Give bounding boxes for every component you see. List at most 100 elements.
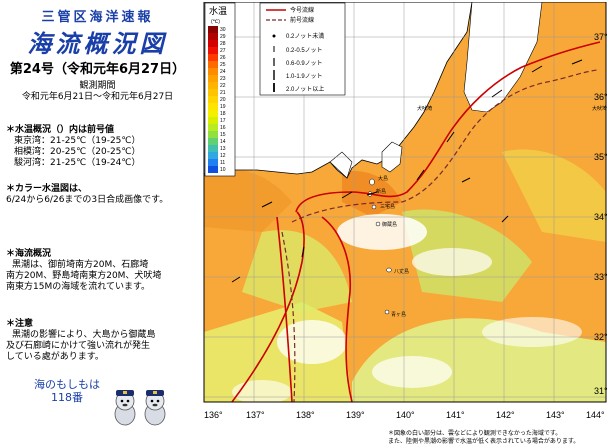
colorbar-swatch [208,47,218,54]
land-northeast [463,2,543,113]
colorbar-tick-label: 22 [220,83,226,89]
caution-line-1: 黒潮の影響により、大島から御蔵島 [12,330,156,340]
legend-item-0: 0.2ノット未満 [286,32,324,40]
colorbar-tick-label: 30 [220,27,226,33]
colorbar-tick-label: 23 [220,76,226,82]
colorbar-tick-label: 27 [220,48,226,54]
temp-line-sagami: 相模湾：20-25℃（20-25℃） [14,147,141,157]
cloud-patch-6 [232,380,292,402]
island-hachijo [386,267,392,273]
sst-note-line2: 6/24から6/26までの3日合成画像です。 [6,195,169,205]
colorbar-tick-label: 13 [220,146,226,152]
caution-line-2: 及び石廊崎にかけて強い流れが発生 [6,341,151,351]
colorbar-tick-label: 16 [220,125,226,131]
colorbar-title: 水温 [209,5,227,16]
lat-label-31: 31° [594,386,608,396]
colorbar-swatch [208,103,218,110]
place-label-mikurajima: 御蔵島 [382,221,397,228]
current-line-2: 南方20M、野島埼南東方20M、犬吠埼 [6,271,162,281]
colorbar-tick-label: 21 [220,90,226,96]
slogan: 海のもしもは 118番 [34,378,100,404]
colorbar-tick-label: 15 [220,132,226,138]
colorbar-tick-label: 19 [220,104,226,110]
colorbar-swatch [208,61,218,68]
map-frame [203,2,607,403]
colorbar-tick-label: 24 [220,69,226,75]
slogan-line2: 118番 [51,391,83,404]
colorbar-swatch [208,75,218,82]
colorbar-unit: (℃) [211,19,220,25]
lon-label-137: 137° [246,410,265,420]
island-oshima [369,178,375,186]
slogan-line1: 海のもしもは [34,378,100,391]
caution-line-3: している處があります。 [6,352,104,362]
lat-label-36: 36° [594,92,608,102]
colorbar-swatch [208,26,218,33]
map-footnote: ＊図象の白い部分は、雲などにより観測できなかった海域です。 また、陸側や黒潮の影… [388,430,579,446]
legend-item-3: 1.0-1.9ノット [286,74,323,80]
temperature-colorbar: 水温 (℃) 302928272625242322212019181716151… [204,2,236,177]
colorbar-swatch [208,152,218,159]
place-label-aogashima: 青ヶ島 [391,311,406,318]
colorbar-tick-label: 17 [220,118,226,124]
current-line-3: 南東方15Mの海域を流れています。 [6,282,151,292]
colorbar-swatch [208,159,218,166]
legend-item-1: 0.2-0.5ノット [286,48,323,54]
place-label-miyakejima: 三宅島 [380,203,395,210]
mascot-right-icon [144,390,166,426]
place-label-east: 大吠埼 [592,105,607,112]
caution-title: ＊注意 [6,319,34,329]
colorbar-tick-label: 25 [220,62,226,68]
colorbar-swatch [208,68,218,75]
caution: ＊注意 黒潮の影響により、大島から御蔵島 及び石廊崎にかけて強い流れが発生 して… [6,319,155,363]
lon-label-139: 139° [346,410,365,420]
colorbar-swatch [208,138,218,145]
issue-number: 第24号（令和元年6月27日） [9,62,186,77]
mascot-left-icon [114,390,136,426]
colorbar-swatch [208,54,218,61]
kuroshio-current-west [231,211,305,402]
lat-label-37: 37° [594,32,608,42]
lon-label-141: 141° [446,410,465,420]
island-mikura [375,221,381,227]
previous-current-line [291,69,598,223]
colorbar-swatch [208,82,218,89]
sst-note-line1: ＊カラー水温図は、 [6,184,88,194]
agency-title: 三管区海洋速報 [41,10,154,25]
current-line-1: 黒潮は、御前埼南方20M、石廊埼 [12,260,149,270]
map-legend: 今号流線 前号流線 0.2ノット未満 0.2-0.5ノット 0.6-0.9ノット… [259,2,346,96]
colorbar-swatch [208,145,218,152]
colorbar-swatch [208,166,218,173]
lat-label-34: 34° [594,212,608,222]
colorbar-tick-label: 28 [220,41,226,47]
place-label-hachijojima: 八丈島 [394,268,409,275]
lat-label-35: 35° [594,152,608,162]
lon-label-142: 142° [496,410,515,420]
cloud-patch-4 [482,317,582,347]
sst-note: ＊カラー水温図は、 6/24から6/26までの3日合成画像です。 [6,184,168,206]
current-arrows [231,59,583,283]
lon-label-140: 140° [396,410,415,420]
ocean-current-map: 136° 137° 138° 139° 140° 141° 142° 143° … [203,2,608,420]
lon-label-138: 138° [296,410,315,420]
colorbar-swatch [208,33,218,40]
colorbar-swatch [208,131,218,138]
observation-period: 令和元年6月21日～令和元年6月27日 [21,92,174,102]
colorbar-tick-label: 10 [220,167,226,173]
legend-item-4: 2.0ノット以上 [286,85,324,93]
kuroshio-current-line [295,41,601,213]
current-summary-title: ＊海流概況 [6,249,52,259]
colorbar-tick-label: 11 [220,160,225,166]
colorbar-swatch [208,40,218,47]
cloud-patch-5 [372,356,452,388]
lat-label-32: 32° [594,332,608,342]
colorbar-tick-label: 18 [220,111,226,117]
current-summary: ＊海流概況 黒潮は、御前埼南方20M、石廊埼 南方20M、野島埼南東方20M、犬… [6,249,161,293]
colorbar-tick-label: 20 [220,97,226,103]
colorbar-swatch [208,89,218,96]
legend-arrow-0-icon [272,34,276,38]
legend-previous-label: 前号流線 [290,16,314,24]
temp-line-tokyo: 東京湾：21-25℃（19-25℃） [14,136,141,146]
page-title: 海流概況図 [27,30,168,58]
colorbar-swatch [208,117,218,124]
